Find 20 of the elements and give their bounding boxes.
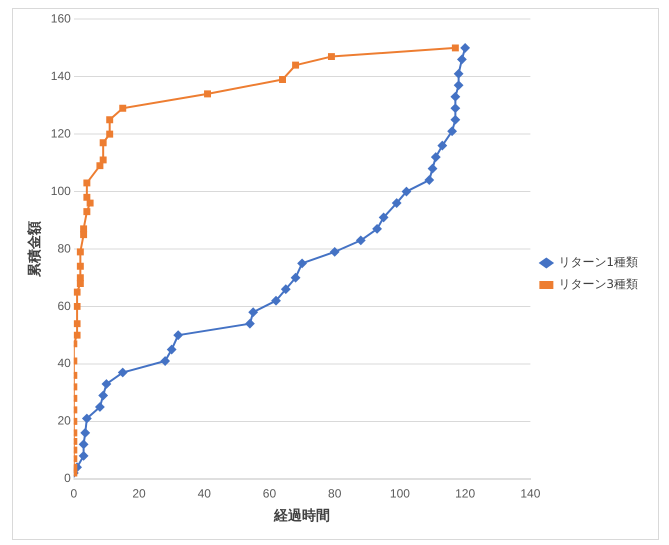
x-tick-label: 40 [198, 486, 212, 500]
y-tick-label: 80 [57, 241, 72, 256]
y-tick-label: 60 [57, 298, 72, 313]
x-tick-label: 140 [520, 486, 541, 500]
y-tick-label: 160 [50, 12, 72, 26]
y-tick-label: 140 [50, 68, 72, 83]
x-axis-title: 経過時間 [273, 508, 330, 524]
legend-label: リターン3種類 [558, 277, 638, 292]
y-tick-label: 100 [50, 184, 72, 198]
y-tick-label: 20 [57, 414, 72, 428]
y-tick-label: 0 [64, 471, 72, 486]
x-tick-label: 20 [132, 486, 146, 500]
x-tick-label: 60 [262, 486, 276, 500]
legend-label: リターン1種類 [558, 255, 638, 270]
x-tick-label: 100 [390, 486, 410, 500]
y-tick-label: 120 [50, 126, 72, 140]
y-tick-label: 40 [57, 356, 72, 370]
x-tick-label: 120 [455, 486, 476, 500]
y-axis-title: 累積金額 [26, 221, 44, 278]
x-tick-label: 80 [328, 486, 342, 500]
